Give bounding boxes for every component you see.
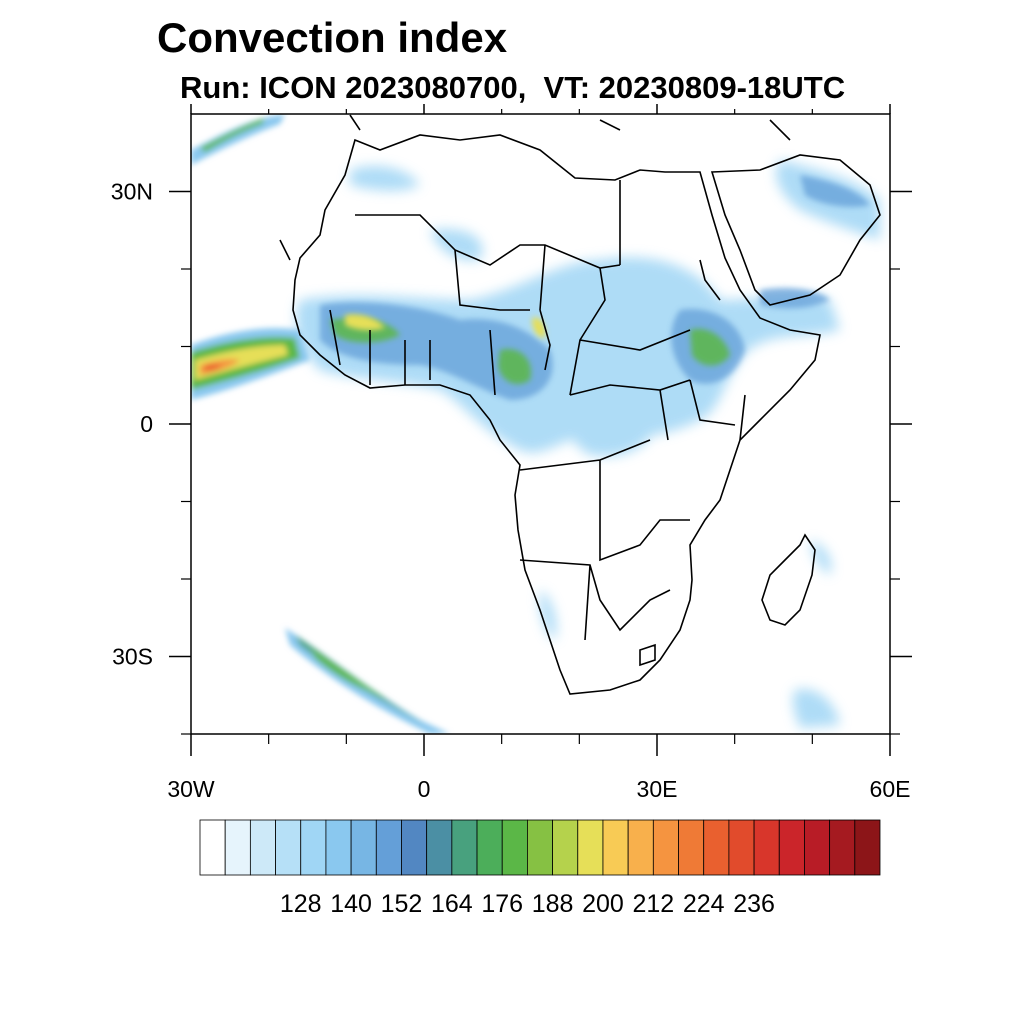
colorbar-swatch [224,819,251,876]
colorbar-swatch [300,819,327,876]
x-tick-label: 30E [637,776,678,802]
colorbar-swatch [350,819,377,876]
field-nigeria-core [498,349,531,385]
arabia-outline [710,154,881,306]
axis-labels: 30W 0 30E 60E 30N 0 30S [111,179,911,803]
colorbar-label: 128 [280,890,322,918]
colorbar-swatch [426,819,453,876]
madagascar-outline [761,533,816,626]
colorbar-swatch [703,819,730,876]
colorbar-swatch [652,819,679,876]
colorbar-swatch [627,819,654,876]
colorbar-swatch [325,819,352,876]
field-ethiopia-core [690,328,730,366]
colorbar-swatch [804,819,831,876]
colorbar-swatch [728,819,755,876]
y-tick-label: 30S [112,644,153,670]
colorbar-swatch [451,819,478,876]
field-sahel-belt [296,257,840,453]
colorbar-swatch [854,819,881,876]
y-tick-label: 30N [111,179,153,205]
colorbar-label: 212 [632,890,674,918]
colorbar-swatch [375,819,402,876]
colorbar-swatch [501,819,528,876]
colorbar-swatch [552,819,579,876]
colorbar-swatch [753,819,780,876]
axis-ticks [169,104,912,756]
colorbar-swatch [401,819,428,876]
field-congo [560,396,660,457]
country-borders [329,180,746,667]
colorbar-swatch [199,819,226,876]
field-north-africa-center [430,229,483,261]
colorbar-swatch [577,819,604,876]
colorbar-swatch [249,819,276,876]
colorbar-swatch [476,819,503,876]
colorbar-label: 200 [582,890,624,918]
colorbar-label: 224 [683,890,725,918]
convection-field [191,114,880,734]
x-tick-label: 60E [870,776,911,802]
colorbar-label: 188 [532,890,574,918]
coastlines [279,114,881,695]
page-subtitle: Run: ICON 2023080700, VT: 20230809-18UTC [180,70,846,105]
field-sahara-north [350,165,420,191]
colorbar-swatch [527,819,553,876]
colorbar-label: 140 [330,890,372,918]
field-south-indian [792,689,840,728]
field-madagascar [810,540,832,575]
colorbar-label: 236 [733,890,775,918]
colorbar-swatch [678,819,705,876]
colorbar-label: 176 [481,890,523,918]
y-tick-label: 0 [140,411,153,437]
colorbar: 128 140 152 164 176 188 200 212 224 236 [199,819,881,918]
colorbar-swatch [778,819,805,876]
x-tick-label: 0 [418,776,431,802]
colorbar-swatch [275,819,302,876]
x-tick-label: 30W [167,776,215,802]
colorbar-label: 164 [431,890,473,918]
field-namibia [539,590,557,640]
field-south-atlantic-front [285,628,450,734]
colorbar-swatch [602,819,629,876]
field-atlantic-itcz [191,314,546,400]
colorbar-swatch [829,819,856,876]
colorbar-label: 152 [381,890,423,918]
page-title: Convection index [157,14,508,61]
africa-coastline [292,134,821,695]
